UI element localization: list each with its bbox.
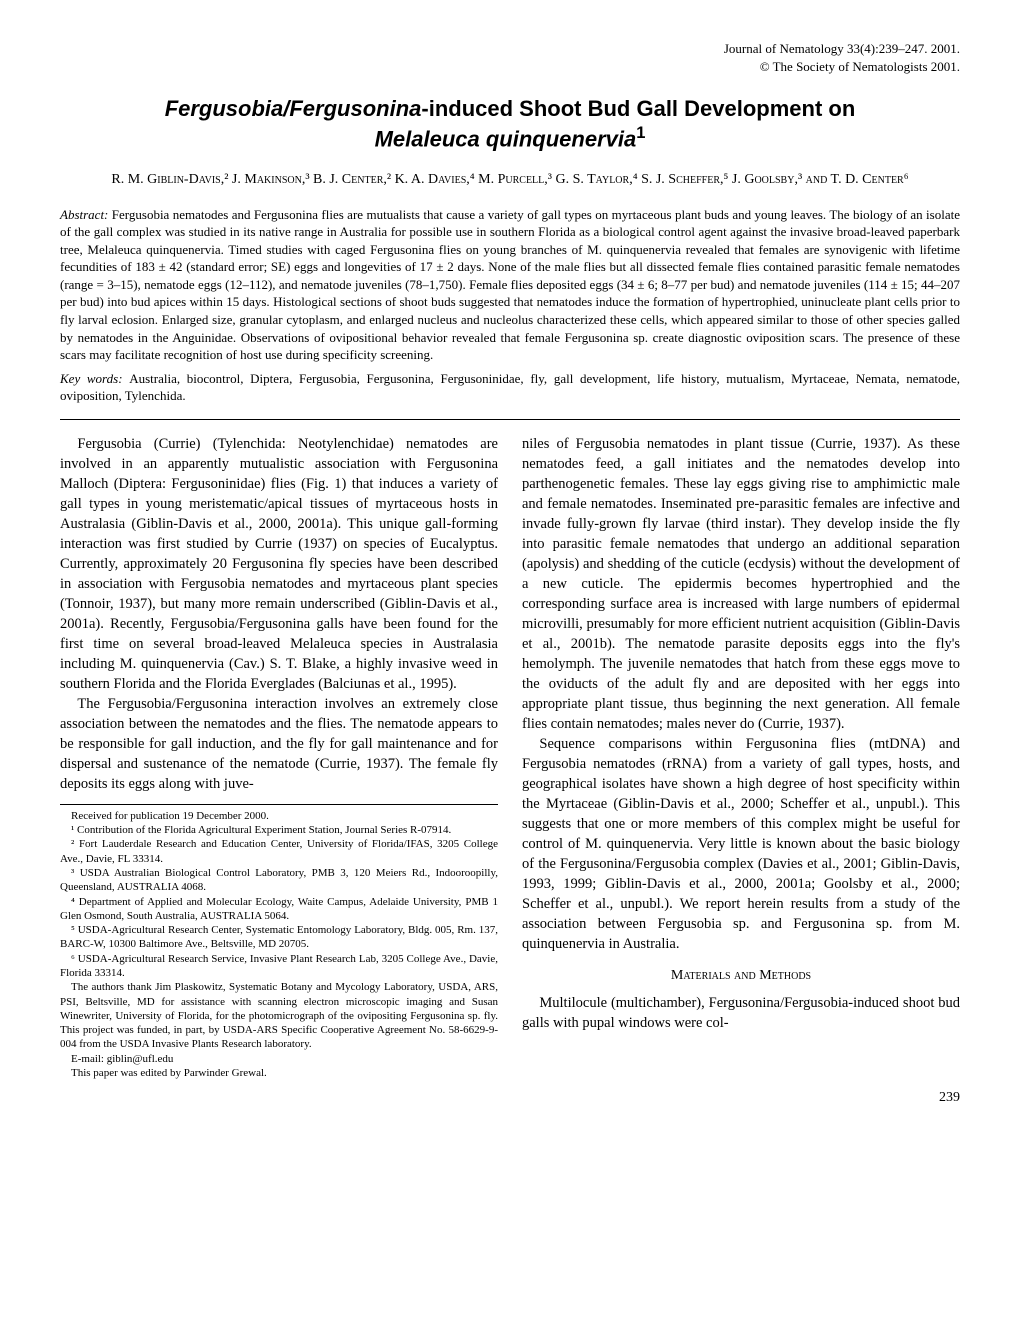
keywords: Key words: Australia, biocontrol, Dipter…	[60, 370, 960, 405]
footnote-email: E-mail: giblin@ufl.edu	[60, 1052, 498, 1066]
keywords-text: Australia, biocontrol, Diptera, Fergusob…	[60, 371, 960, 404]
keywords-label: Key words:	[60, 371, 129, 386]
footnote-6: ⁶ USDA-Agricultural Research Service, In…	[60, 952, 498, 981]
body-p1: Fergusobia (Currie) (Tylenchida: Neotyle…	[60, 434, 498, 694]
footnote-received: Received for publication 19 December 200…	[60, 809, 498, 823]
abstract-text: Fergusobia nematodes and Fergusonina fli…	[60, 207, 960, 362]
journal-line1: Journal of Nematology 33(4):239–247. 200…	[724, 41, 960, 56]
footnote-2: ² Fort Lauderdale Research and Education…	[60, 837, 498, 866]
body-p2: The Fergusobia/Fergusonina interaction i…	[60, 694, 498, 794]
title-line2: Melaleuca quinquenervia	[375, 127, 637, 152]
body-mm-p1: Multilocule (multichamber), Fergusonina/…	[522, 993, 960, 1033]
footnotes: Received for publication 19 December 200…	[60, 804, 498, 1081]
materials-methods-heading: Materials and Methods	[522, 966, 960, 985]
body-p3: niles of Fergusobia nematodes in plant t…	[522, 434, 960, 734]
journal-header: Journal of Nematology 33(4):239–247. 200…	[60, 40, 960, 76]
page-number: 239	[60, 1090, 960, 1106]
footnote-ack: The authors thank Jim Plaskowitz, System…	[60, 980, 498, 1051]
body-p4: Sequence comparisons within Fergusonina …	[522, 734, 960, 954]
article-subtitle: Melaleuca quinquenervia1	[60, 124, 960, 152]
title-italic-pre: Fergusobia/Fergusonina	[165, 96, 422, 121]
footnote-4: ⁴ Department of Applied and Molecular Ec…	[60, 895, 498, 924]
body-columns: Fergusobia (Currie) (Tylenchida: Neotyle…	[60, 434, 960, 1081]
abstract: Abstract: Fergusobia nematodes and Fergu…	[60, 206, 960, 364]
title-post: -induced Shoot Bud Gall Development on	[421, 96, 855, 121]
footnote-1: ¹ Contribution of the Florida Agricultur…	[60, 823, 498, 837]
footnote-editor: This paper was edited by Parwinder Grewa…	[60, 1066, 498, 1080]
footnote-3: ³ USDA Australian Biological Control Lab…	[60, 866, 498, 895]
title-sup: 1	[636, 124, 645, 142]
footnote-5: ⁵ USDA-Agricultural Research Center, Sys…	[60, 923, 498, 952]
abstract-label: Abstract:	[60, 207, 112, 222]
journal-line2: © The Society of Nematologists 2001.	[760, 59, 960, 74]
article-title: Fergusobia/Fergusonina-induced Shoot Bud…	[60, 96, 960, 122]
authors: R. M. Giblin-Davis,² J. Makinson,³ B. J.…	[60, 169, 960, 190]
separator	[60, 419, 960, 420]
